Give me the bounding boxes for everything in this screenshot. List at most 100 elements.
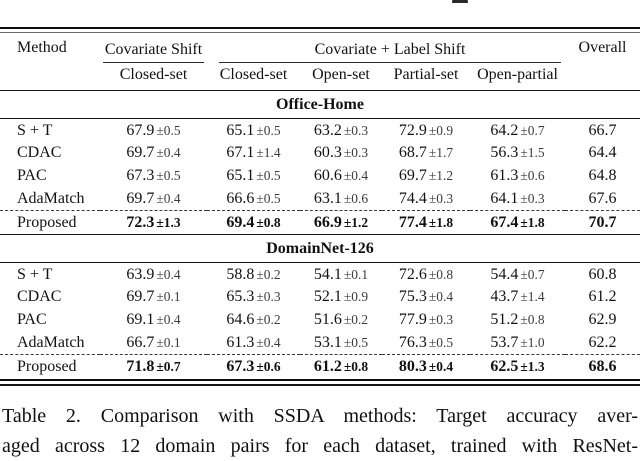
value-cell: 61.2 ±0.8 — [300, 354, 382, 379]
method-name: AdaMatch — [17, 190, 85, 208]
value-cell: 64.1 ±0.3 — [490, 190, 545, 208]
value-cell: 76.3 ±0.5 — [398, 334, 454, 352]
value-cell: 65.1 ±0.5 — [226, 121, 281, 139]
method-name: Proposed — [0, 210, 100, 235]
value-cell: 51.2 ±0.8 — [490, 311, 545, 329]
value-cell: 67.4 ±1.8 — [470, 210, 566, 235]
subheader-partial-set: Partial-set — [393, 66, 459, 84]
overall-cell: 67.6 — [588, 190, 617, 208]
table-row-proposed: Proposed 71.8 ±0.7 67.3 ±0.6 61.2 ±0.8 80.3… — [0, 354, 640, 379]
value-cell: 67.9 ±0.5 — [126, 121, 181, 139]
overall-cell: 64.4 — [588, 144, 617, 162]
overall-cell: 60.8 — [588, 265, 617, 283]
value-cell: 63.9 ±0.4 — [126, 265, 181, 283]
value-cell: 68.7 ±1.7 — [398, 144, 454, 162]
overall-cell: 70.7 — [565, 210, 640, 235]
table-row: S + T 63.9 ±0.4 58.8 ±0.2 54.1 ±0.1 72.6 ±0.… — [0, 263, 640, 286]
value-cell: 66.6 ±0.5 — [226, 190, 281, 208]
section-header-domainnet: DomainNet-126 — [0, 234, 640, 264]
overall-cell: 66.7 — [588, 121, 617, 139]
value-cell: 65.3 ±0.3 — [226, 288, 281, 306]
value-cell: 63.1 ±0.6 — [313, 190, 369, 208]
value-cell: 66.7 ±0.1 — [126, 334, 181, 352]
covariate-shift-label: Covariate Shift — [103, 41, 204, 63]
value-cell: 77.4 ±1.8 — [382, 210, 470, 235]
value-cell: 64.6 ±0.2 — [226, 311, 281, 329]
value-cell: 80.3 ±0.4 — [382, 354, 470, 379]
method-name: AdaMatch — [17, 334, 85, 352]
value-cell: 72.3 ±1.3 — [100, 210, 207, 235]
value-cell: 64.2 ±0.7 — [490, 121, 545, 139]
subheader-open-set: Open-set — [312, 66, 370, 84]
value-cell: 69.7 ±0.4 — [126, 190, 181, 208]
table-bottom-rule — [0, 378, 640, 386]
table-caption: Table 2. Comparison with SSDA methods: T… — [2, 401, 638, 461]
table-row: PAC 67.3 ±0.5 65.1 ±0.5 60.6 ±0.4 69.7 ±1.2 … — [0, 165, 640, 188]
value-cell: 60.3 ±0.3 — [313, 144, 369, 162]
method-name: S + T — [17, 265, 53, 283]
table-row: PAC 69.1 ±0.4 64.6 ±0.2 51.6 ±0.2 77.9 ±0.3 … — [0, 309, 640, 332]
table-top-rule — [0, 27, 640, 33]
table-row: AdaMatch 66.7 ±0.1 61.3 ±0.4 53.1 ±0.5 76.3… — [0, 332, 640, 355]
value-cell: 61.3 ±0.6 — [490, 167, 545, 185]
results-table-wrapper: Method Covariate Shift Covariate + Label… — [0, 27, 640, 386]
value-cell: 65.1 ±0.5 — [226, 167, 281, 185]
value-cell: 56.3 ±1.5 — [490, 144, 545, 162]
column-header-method: Method — [17, 38, 67, 56]
value-cell: 53.7 ±1.0 — [490, 334, 545, 352]
method-name: PAC — [17, 167, 47, 185]
value-cell: 69.4 ±0.8 — [207, 210, 300, 235]
value-cell: 66.9 ±1.2 — [300, 210, 382, 235]
method-name: CDAC — [17, 144, 62, 162]
table-row: AdaMatch 69.7 ±0.4 66.6 ±0.5 63.1 ±0.6 74.4… — [0, 188, 640, 211]
ssda-results-table: Method Covariate Shift Covariate + Label… — [0, 33, 640, 379]
header-row-groups: Method Covariate Shift Covariate + Label… — [0, 33, 640, 63]
table-row: CDAC 69.7 ±0.1 65.3 ±0.3 52.1 ±0.9 75.3 ±0.4… — [0, 286, 640, 309]
group-header-covariate-label-shift: Covariate + Label Shift — [207, 33, 565, 63]
value-cell: 75.3 ±0.4 — [398, 288, 454, 306]
caption-line-2: aged across 12 domain pairs for each dat… — [2, 435, 638, 457]
column-header-overall: Overall — [578, 38, 627, 56]
value-cell: 77.9 ±0.3 — [398, 311, 454, 329]
subheader-closed-set-cov: Closed-set — [119, 66, 188, 84]
value-cell: 67.3 ±0.6 — [207, 354, 300, 379]
covariate-label-shift-label: Covariate + Label Shift — [219, 41, 562, 63]
method-name: S + T — [17, 121, 53, 139]
value-cell: 69.7 ±0.1 — [126, 288, 181, 306]
method-name: PAC — [17, 311, 47, 329]
value-cell: 67.1 ±1.4 — [226, 144, 281, 162]
value-cell: 71.8 ±0.7 — [100, 354, 207, 379]
value-cell: 69.1 ±0.4 — [126, 311, 181, 329]
method-name: Proposed — [0, 354, 100, 379]
value-cell: 69.7 ±1.2 — [398, 167, 454, 185]
table-row-proposed: Proposed 72.3 ±1.3 69.4 ±0.8 66.9 ±1.2 77.4… — [0, 210, 640, 235]
value-cell: 53.1 ±0.5 — [313, 334, 369, 352]
table-row: CDAC 69.7 ±0.4 67.1 ±1.4 60.3 ±0.3 68.7 ±1.7… — [0, 142, 640, 165]
group-header-covariate-shift: Covariate Shift — [100, 33, 207, 63]
overall-cell: 62.2 — [588, 334, 617, 352]
value-cell: 43.7 ±1.4 — [490, 288, 545, 306]
section-title: Office-Home — [0, 90, 640, 120]
subheader-closed-set: Closed-set — [219, 66, 288, 84]
value-cell: 60.6 ±0.4 — [313, 167, 369, 185]
value-cell: 54.1 ±0.1 — [313, 265, 369, 283]
overall-cell: 62.9 — [588, 311, 617, 329]
value-cell: 72.6 ±0.8 — [398, 265, 454, 283]
header-row-subcolumns: Closed-set Closed-set Open-set Partial-s… — [0, 63, 640, 91]
value-cell: 61.3 ±0.4 — [226, 334, 281, 352]
value-cell: 54.4 ±0.7 — [490, 265, 545, 283]
overall-cell: 64.8 — [588, 167, 617, 185]
value-cell: 62.5 ±1.3 — [470, 354, 566, 379]
table-row: S + T 67.9 ±0.5 65.1 ±0.5 63.2 ±0.3 72.9 ±0.… — [0, 119, 640, 142]
value-cell: 67.3 ±0.5 — [126, 167, 181, 185]
value-cell: 72.9 ±0.9 — [398, 121, 454, 139]
value-cell: 58.8 ±0.2 — [226, 265, 281, 283]
caption-line-1: Table 2. Comparison with SSDA methods: T… — [2, 405, 638, 427]
value-cell: 74.4 ±0.3 — [398, 190, 454, 208]
value-cell: 69.7 ±0.4 — [126, 144, 181, 162]
section-title: DomainNet-126 — [0, 234, 640, 264]
cropped-text-fragment — [452, 0, 468, 3]
subheader-open-partial: Open-partial — [477, 66, 558, 84]
value-cell: 63.2 ±0.3 — [313, 121, 369, 139]
